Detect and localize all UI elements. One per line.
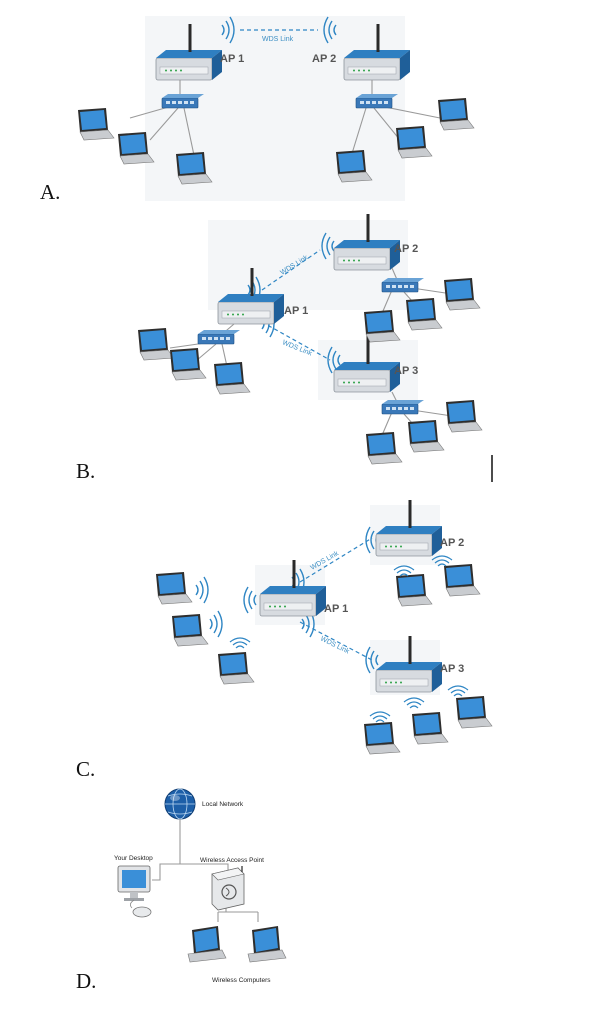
wds-link-line <box>261 321 331 361</box>
laptop-icon <box>213 361 251 395</box>
option-a-label: A. <box>40 180 60 204</box>
laptop-icon <box>169 347 207 381</box>
laptop-icon <box>455 695 493 729</box>
option-c-diagram: WDS Link WDS Link AP 1 AP 2 AP 3 <box>155 498 493 755</box>
laptop-icon <box>187 926 227 963</box>
option-b-diagram: WDS Link WDS Link AP 1 AP 2 AP 3 <box>137 212 483 465</box>
switch-icon <box>381 277 425 293</box>
wireless-computers-label: Wireless Computers <box>212 977 271 984</box>
laptop-icon <box>443 277 481 311</box>
laptop-icon <box>171 613 209 647</box>
ap-label: AP 1 <box>220 53 244 65</box>
switch-icon <box>355 93 399 109</box>
cable <box>179 819 229 872</box>
laptop-icon <box>411 711 449 745</box>
laptop-icon <box>363 309 401 343</box>
cable <box>152 863 180 881</box>
mouse-icon <box>130 899 152 918</box>
laptop-icon <box>395 125 433 159</box>
switch-icon <box>161 93 205 109</box>
wds-link-line <box>299 537 373 583</box>
laptop-icon <box>247 926 287 963</box>
globe-icon <box>164 788 196 820</box>
option-a-diagram: WDS Link AP 1 AP 2 <box>77 16 475 201</box>
laptop-icon <box>445 399 483 433</box>
laptop-icon <box>407 419 445 453</box>
local-network-label: Local Network <box>202 801 244 808</box>
access-point-icon <box>211 866 245 911</box>
laptop-icon <box>365 431 403 465</box>
wifi-waves-icon <box>229 637 251 649</box>
ap-label: AP 3 <box>394 365 418 377</box>
laptop-icon <box>155 571 193 605</box>
laptop-icon <box>363 721 401 755</box>
wds-link-label: WDS Link <box>262 36 294 43</box>
laptop-icon <box>443 563 481 597</box>
wds-link-label: WDS Link <box>281 339 313 357</box>
ap-label: AP 3 <box>440 663 464 675</box>
option-b-label: B. <box>76 459 95 483</box>
monitor-icon <box>117 865 151 901</box>
option-d-diagram: Local Network Wireless Access Point Your… <box>114 788 287 984</box>
switch-icon <box>197 329 241 345</box>
laptop-icon <box>405 297 443 331</box>
ap-label: AP 1 <box>324 603 348 615</box>
laptop-icon <box>77 107 115 141</box>
access-point-label: Wireless Access Point <box>200 857 264 864</box>
wifi-waves-icon <box>393 565 415 577</box>
wifi-waves-icon <box>243 586 257 614</box>
wifi-waves-icon <box>209 610 223 638</box>
ap-label: AP 2 <box>312 53 336 65</box>
wds-link-line <box>261 249 321 291</box>
laptop-icon <box>395 573 433 607</box>
ap-label: AP 1 <box>284 305 308 317</box>
option-c-label: C. <box>76 757 95 781</box>
wifi-waves-icon <box>403 697 425 709</box>
wifi-waves-icon <box>447 685 469 697</box>
ap-label: AP 2 <box>394 243 418 255</box>
ap-label: AP 2 <box>440 537 464 549</box>
wifi-waves-icon <box>195 576 209 604</box>
laptop-icon <box>437 97 475 131</box>
wifi-waves-icon <box>369 711 391 723</box>
laptop-icon <box>137 327 175 361</box>
wds-link-line <box>299 621 373 661</box>
option-d-label: D. <box>76 969 96 993</box>
laptop-icon <box>217 651 255 685</box>
switch-icon <box>381 399 425 415</box>
desktop-label: Your Desktop <box>114 855 153 862</box>
